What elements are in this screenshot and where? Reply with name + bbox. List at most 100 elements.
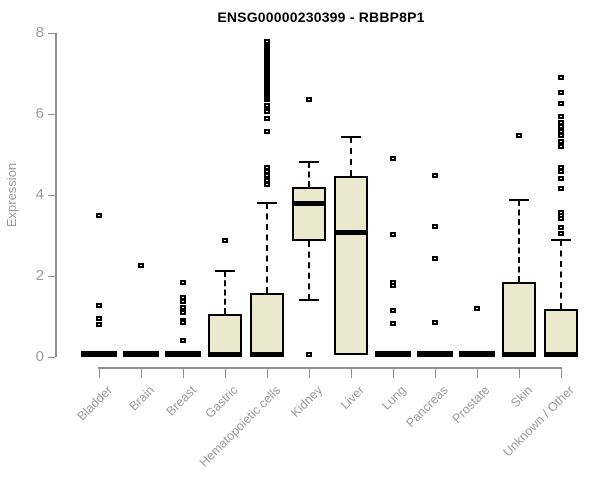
x-axis-tick xyxy=(392,367,394,378)
x-category-label: Prostate xyxy=(450,383,493,426)
outlier-point xyxy=(264,115,270,121)
x-category-label: Pancreas xyxy=(403,383,451,431)
outlier-point xyxy=(432,173,438,179)
outlier-point xyxy=(180,320,186,326)
outlier-point xyxy=(180,294,186,300)
collapsed-box xyxy=(81,351,117,357)
lower-whisker-cap xyxy=(299,298,319,301)
y-axis-tick xyxy=(48,113,55,115)
outlier-point xyxy=(264,102,270,108)
outlier-point xyxy=(180,304,186,310)
outlier-point xyxy=(96,316,102,322)
outlier-point xyxy=(390,156,396,162)
outlier-point xyxy=(432,256,438,262)
median-line xyxy=(250,351,284,357)
outlier-point xyxy=(264,129,270,135)
upper-whisker xyxy=(350,137,352,177)
x-category-label: Liver xyxy=(337,383,367,413)
outlier-point xyxy=(180,299,186,305)
outlier-point xyxy=(180,338,186,344)
outlier-point xyxy=(558,169,564,175)
outlier-point xyxy=(558,114,564,120)
outlier-point xyxy=(264,169,270,175)
x-category-label: Kidney xyxy=(287,383,325,420)
outlier-point xyxy=(390,232,396,238)
outlier-point xyxy=(138,262,144,268)
x-category-label: Gastric xyxy=(203,383,241,421)
outlier-point xyxy=(264,177,270,183)
outlier-point xyxy=(180,309,186,315)
x-axis-tick xyxy=(182,367,184,378)
outlier-point xyxy=(558,89,564,95)
outlier-point xyxy=(432,320,438,326)
outlier-point xyxy=(390,308,396,314)
outlier-point xyxy=(306,96,312,102)
upper-whisker-cap xyxy=(257,202,277,205)
outlier-point xyxy=(558,230,564,236)
box xyxy=(502,281,536,357)
x-axis-tick xyxy=(308,367,310,378)
outlier-point xyxy=(264,182,270,188)
x-category-label: Brain xyxy=(126,383,157,414)
outlier-point xyxy=(558,119,564,125)
y-tick-label: 6 xyxy=(35,105,44,122)
collapsed-box xyxy=(459,351,495,357)
upper-whisker-cap xyxy=(551,238,571,241)
outlier-point xyxy=(516,132,522,138)
upper-whisker xyxy=(266,203,268,293)
outlier-point xyxy=(558,138,564,144)
box xyxy=(292,187,326,241)
outlier-point xyxy=(558,225,564,231)
x-axis-line xyxy=(98,367,562,369)
y-axis-tick xyxy=(48,194,55,196)
outlier-point xyxy=(264,173,270,179)
chart-title: ENSG00000230399 - RBBP8P1 xyxy=(217,9,425,25)
y-tick-label: 4 xyxy=(35,186,44,203)
outlier-point xyxy=(558,176,564,182)
outlier-point xyxy=(558,100,564,106)
x-axis-tick xyxy=(476,367,478,378)
x-category-label: Bladder xyxy=(74,383,115,424)
y-tick-label: 8 xyxy=(35,24,44,41)
median-line xyxy=(544,351,578,357)
x-axis-tick xyxy=(98,367,100,378)
outlier-point xyxy=(558,129,564,135)
x-category-label: Breast xyxy=(163,383,199,419)
outlier-point xyxy=(558,164,564,170)
x-axis-tick xyxy=(140,367,142,378)
outlier-point xyxy=(558,216,564,222)
box xyxy=(250,293,284,357)
outlier-point xyxy=(558,74,564,80)
y-axis-line xyxy=(55,33,57,357)
x-axis-tick xyxy=(350,367,352,378)
y-tick-label: 0 xyxy=(35,348,44,365)
outlier-point xyxy=(306,352,312,358)
collapsed-box xyxy=(417,351,453,357)
outlier-point xyxy=(558,144,564,150)
upper-whisker-cap xyxy=(215,269,235,272)
x-axis-tick xyxy=(518,367,520,378)
x-axis-tick xyxy=(224,367,226,378)
box xyxy=(208,314,242,357)
y-axis-tick xyxy=(48,32,55,34)
median-line xyxy=(208,351,242,357)
median-line xyxy=(292,201,326,206)
outlier-point xyxy=(96,212,102,218)
x-category-label: Lung xyxy=(379,383,409,413)
y-axis-tick xyxy=(48,356,55,358)
outlier-point xyxy=(264,38,270,44)
outlier-point xyxy=(432,224,438,230)
outlier-point xyxy=(390,283,396,289)
outlier-point xyxy=(558,186,564,192)
upper-whisker xyxy=(560,239,562,309)
box xyxy=(334,176,368,355)
y-axis-tick xyxy=(48,275,55,277)
upper-whisker-cap xyxy=(341,136,361,139)
x-axis-tick xyxy=(266,367,268,378)
outlier-point xyxy=(222,238,228,244)
median-line xyxy=(502,351,536,357)
upper-whisker xyxy=(308,162,310,188)
outlier-point xyxy=(390,321,396,327)
outlier-point xyxy=(558,133,564,139)
